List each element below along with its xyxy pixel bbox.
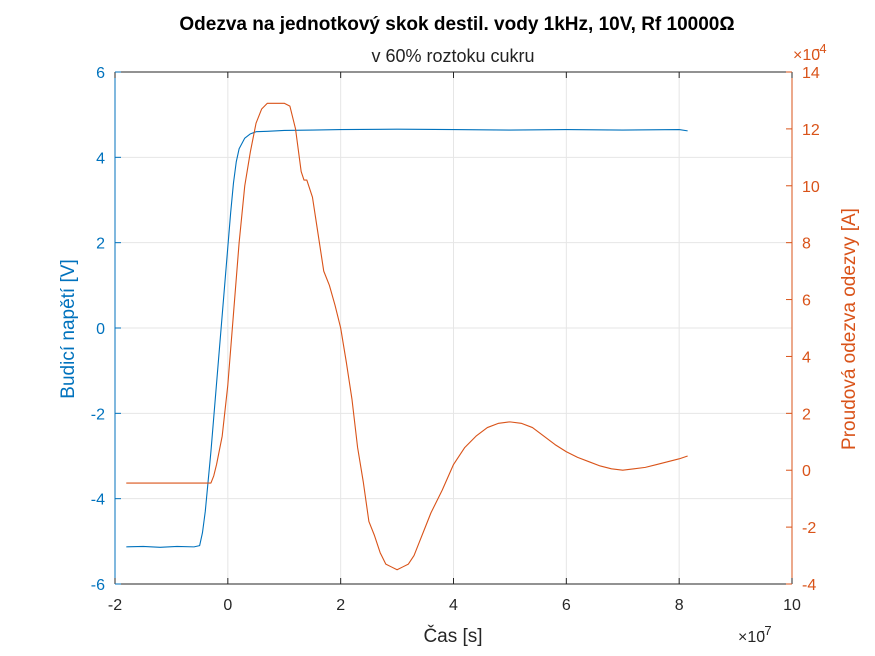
chart-subtitle: v 60% roztoku cukru (371, 46, 534, 66)
x-axis-label: Čas [s] (423, 625, 482, 647)
x-tick-label: 4 (449, 597, 458, 614)
y-right-exponent-power: -4 (815, 41, 827, 56)
y-left-tick-label: -2 (91, 406, 105, 423)
y-right-exponent-base: ×10 (793, 47, 820, 64)
excitation-voltage-line (126, 128, 688, 548)
y-right-tick-label: 10 (802, 179, 820, 196)
x-exponent-base: ×10 (738, 629, 765, 646)
y-right-tick-label: 12 (802, 122, 820, 139)
x-exponent-power: -7 (760, 623, 772, 638)
x-tick-label: 8 (675, 597, 684, 614)
y-right-axis-label: Proudová odezva odezvy [A] (839, 208, 860, 450)
x-tick-label: 6 (562, 597, 571, 614)
y-right-tick-label: -4 (802, 577, 816, 594)
x-tick-label: 10 (783, 597, 801, 614)
chart-title: Odezva na jednotkový skok destil. vody 1… (179, 14, 734, 35)
y-right-tick-label: 0 (802, 463, 811, 480)
x-tick-label: 0 (223, 597, 232, 614)
y-left-tick-label: 0 (96, 321, 105, 338)
series-layer (126, 102, 688, 571)
y-left-tick-label: 6 (96, 65, 105, 82)
y-right-tick-label: 14 (802, 65, 820, 82)
x-tick-label: -2 (108, 597, 122, 614)
y-right-tick-label: 8 (802, 236, 811, 253)
y-left-tick-label: 2 (96, 236, 105, 253)
current-response-line (126, 102, 688, 571)
x-exponent: ×10 -7 (738, 623, 772, 646)
tick-layer: -2 0 2 4 6 8 10 -6 -4 -2 0 2 4 6 -4 -2 0 2 4 6 8 10 12 14 (91, 65, 820, 614)
y-right-exponent: ×10 -4 (793, 41, 827, 64)
y-left-axis-label: Budicí napětí [V] (58, 259, 79, 398)
y-left-tick-label: -4 (91, 492, 105, 509)
x-tick-label: 2 (336, 597, 345, 614)
y-right-tick-label: 4 (802, 349, 811, 366)
y-right-tick-label: 2 (802, 406, 811, 423)
y-left-tick-label: -6 (91, 577, 105, 594)
y-right-tick-label: 6 (802, 293, 811, 310)
y-right-tick-label: -2 (802, 520, 816, 537)
y-left-tick-label: 4 (96, 150, 105, 167)
